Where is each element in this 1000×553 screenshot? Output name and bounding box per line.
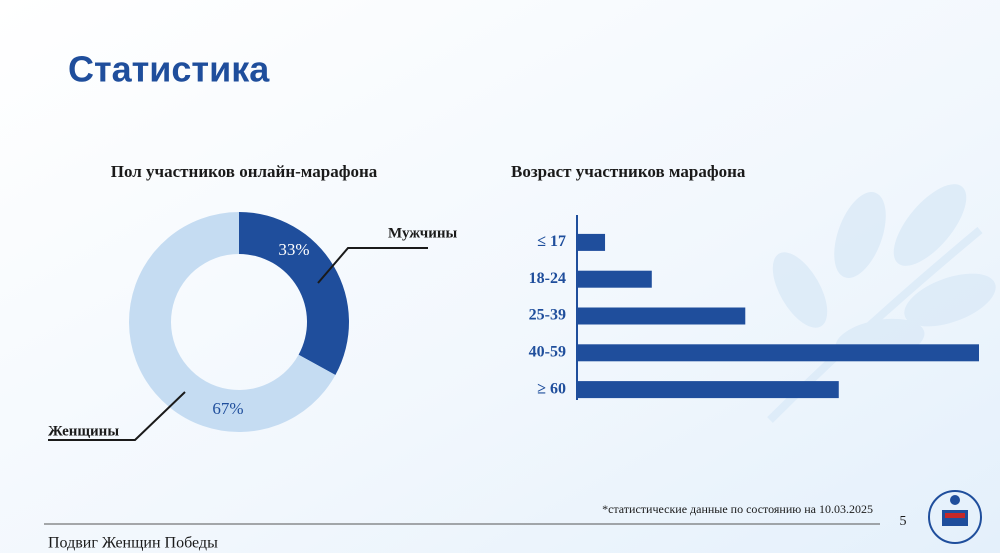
category-label: ≤ 17 — [537, 233, 566, 250]
value-label: 33% — [278, 240, 309, 259]
category-label: 18-24 — [529, 270, 566, 287]
value-label: 67% — [212, 399, 243, 418]
bar — [577, 344, 979, 362]
donut-segment — [128, 212, 336, 432]
bar — [577, 233, 606, 251]
footer: Подвиг Женщин Победы — [48, 535, 218, 552]
leader-line — [317, 247, 428, 284]
segment-label: Женщины — [48, 423, 119, 439]
logo — [928, 490, 982, 544]
chart-title: Возраст участников марафона — [511, 162, 746, 181]
chart-title: Пол участников онлайн-марафона — [111, 162, 378, 181]
note: *статистические данные по состоянию на 1… — [602, 502, 873, 516]
category-label: 40-59 — [529, 343, 566, 360]
bar — [577, 381, 839, 399]
slide-title: Статистика — [68, 49, 270, 90]
category-label: 25-39 — [529, 307, 566, 324]
bar — [577, 307, 746, 325]
bar — [577, 270, 652, 288]
segment-label: Мужчины — [388, 225, 458, 241]
leader-line — [48, 391, 186, 441]
page-number: 5 — [900, 514, 907, 529]
category-label: ≥ 60 — [537, 380, 566, 397]
donut-segment — [239, 212, 349, 375]
